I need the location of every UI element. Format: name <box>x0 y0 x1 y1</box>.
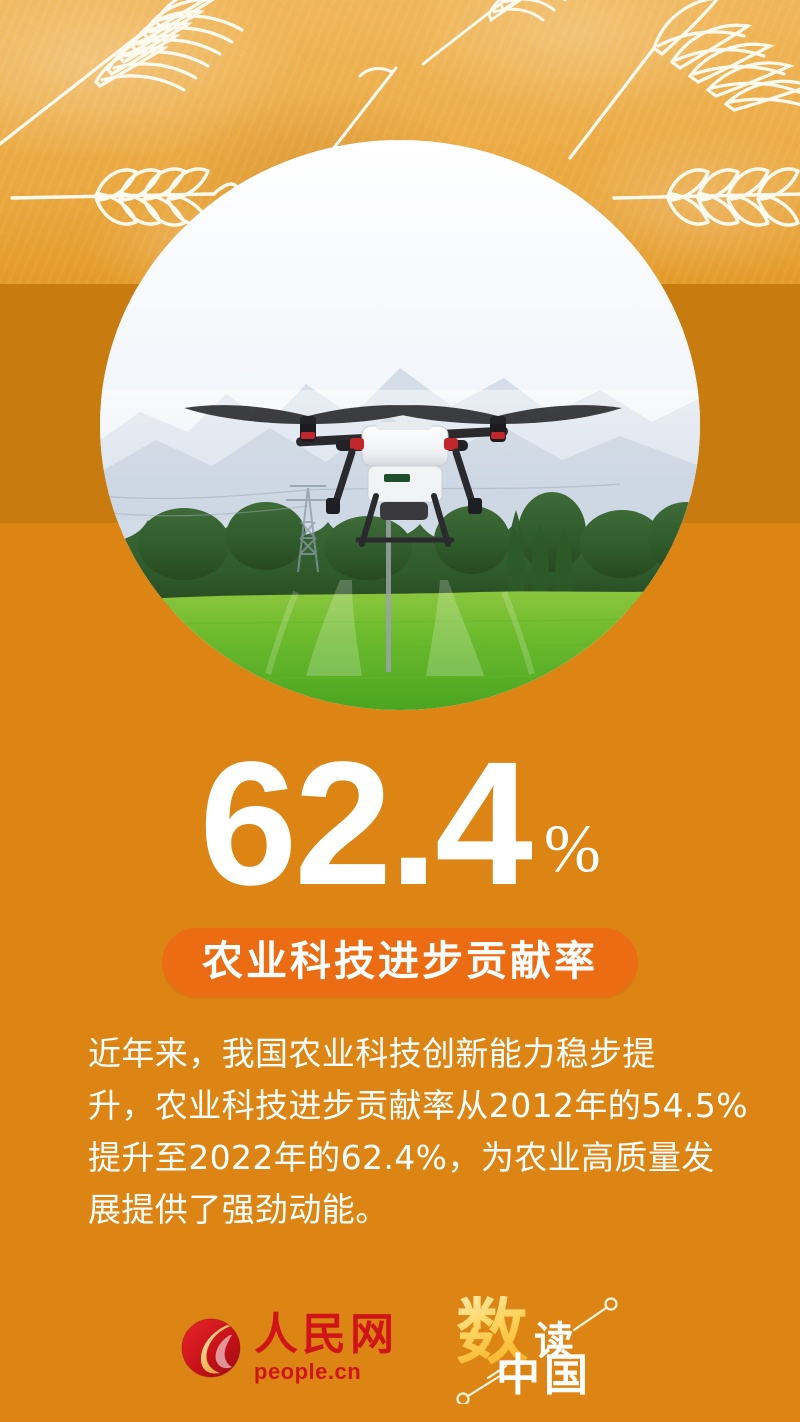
statistic-block: 62.4 % <box>0 725 800 922</box>
status-badge-statistic-label: 农业科技进步贡献率 <box>162 928 638 998</box>
decorative-connector-lines-icon <box>456 1297 618 1404</box>
body-line: 近年来，我国农业科技创新能力稳步提 <box>88 1034 656 1073</box>
people-daily-logo: 人民网 people.cn <box>180 1313 398 1383</box>
hero-photo-drone-over-ricefield <box>100 140 700 710</box>
shudu-char-small: 读 <box>534 1319 574 1365</box>
shudu-zhongguo-logo: 数 读 中国 <box>454 1292 620 1404</box>
statistic-unit: % <box>543 810 601 886</box>
body-line: 展提供了强劲动能。 <box>88 1190 389 1229</box>
body-paragraph: 近年来，我国农业科技创新能力稳步提 升，农业科技进步贡献率从2012年的54.5… <box>88 1028 749 1236</box>
people-daily-name-en: people.cn <box>254 1359 362 1384</box>
people-daily-sphere-icon <box>180 1317 242 1379</box>
people-daily-name-cn: 人民网 <box>254 1309 398 1360</box>
body-line: 提升至2022年的62.4%，为农业高质量发 <box>88 1138 715 1177</box>
statistic-value: 62.4 <box>199 725 533 922</box>
statistic-label-wrap: 农业科技进步贡献率 <box>0 928 800 998</box>
body-line: 升，农业科技进步贡献率从2012年的54.5% <box>88 1086 749 1125</box>
shudu-line2: 中国 <box>496 1350 592 1401</box>
people-daily-wordmark: 人民网 people.cn <box>254 1313 398 1383</box>
footer-logos: 人民网 people.cn 数 读 中国 <box>0 1288 800 1408</box>
shudu-char-big: 数 <box>456 1290 529 1374</box>
